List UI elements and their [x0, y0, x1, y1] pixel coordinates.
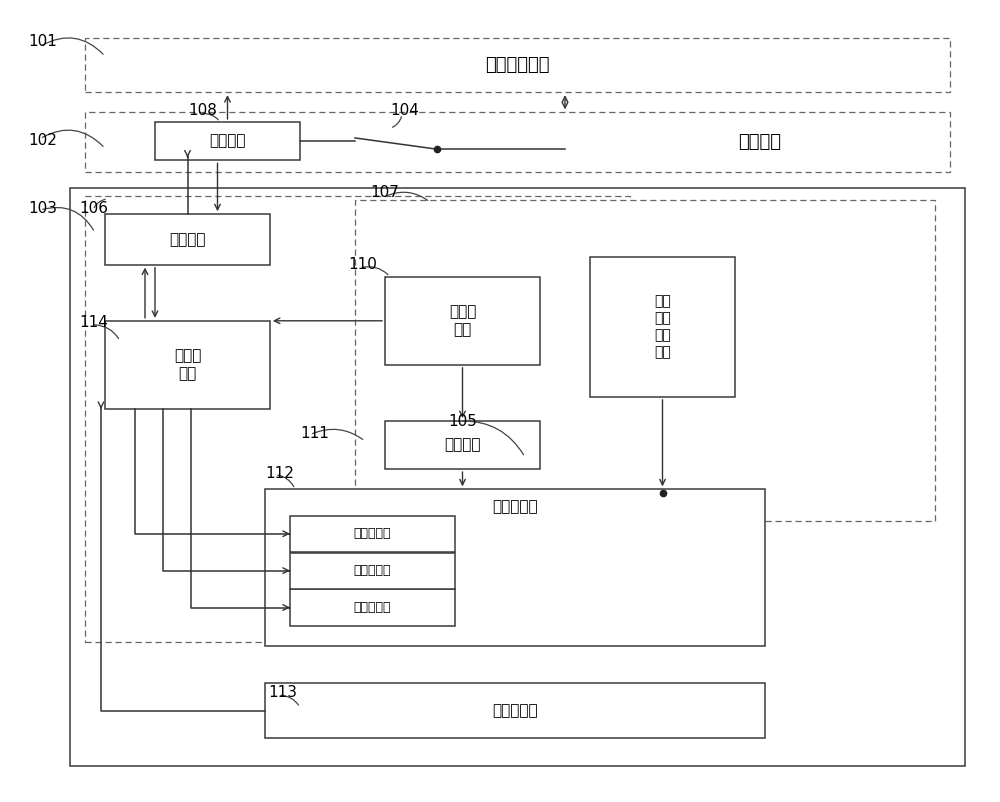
Bar [85, 38, 950, 92]
Bar [355, 200, 935, 521]
Bar [265, 489, 765, 646]
Text: 104: 104 [390, 103, 419, 118]
Text: 110: 110 [348, 257, 377, 272]
Bar [290, 589, 455, 626]
Bar [85, 196, 630, 642]
Text: 第二接驳件: 第二接驳件 [492, 703, 538, 718]
Text: 主控模块: 主控模块 [169, 232, 206, 247]
Text: 101: 101 [28, 34, 57, 49]
Text: 功率单元: 功率单元 [738, 133, 781, 152]
Text: 103: 103 [28, 201, 57, 216]
Text: 集控模块: 集控模块 [209, 134, 246, 148]
Bar [265, 683, 765, 738]
Text: 驱动电机: 驱动电机 [444, 438, 481, 452]
Bar [85, 112, 950, 172]
Text: 电机驱
动器: 电机驱 动器 [449, 304, 476, 338]
Text: 人机交互单元: 人机交互单元 [485, 56, 550, 74]
Text: 112: 112 [265, 466, 294, 480]
Bar [590, 257, 735, 397]
Text: 107: 107 [370, 185, 399, 200]
Text: 第一接驳件: 第一接驳件 [492, 500, 538, 514]
Bar [385, 421, 540, 469]
Text: 111: 111 [300, 426, 329, 440]
Text: 106: 106 [79, 201, 108, 216]
Text: 113: 113 [268, 686, 297, 700]
Text: 114: 114 [79, 315, 108, 330]
Text: 接通感应件: 接通感应件 [354, 527, 391, 541]
Text: 108: 108 [188, 103, 217, 118]
Text: 充电
电量
统计
模块: 充电 电量 统计 模块 [654, 294, 671, 359]
Bar [105, 321, 270, 409]
Bar [385, 277, 540, 365]
Text: 105: 105 [448, 414, 477, 428]
Bar [105, 214, 270, 265]
Bar [70, 188, 965, 766]
Text: 温度传感器: 温度传感器 [354, 601, 391, 614]
Text: 102: 102 [28, 133, 57, 148]
Bar [155, 122, 300, 160]
Bar [290, 516, 455, 552]
Text: 断开感应件: 断开感应件 [354, 564, 391, 577]
Text: 扩展通
信板: 扩展通 信板 [174, 348, 201, 382]
Bar [290, 553, 455, 589]
